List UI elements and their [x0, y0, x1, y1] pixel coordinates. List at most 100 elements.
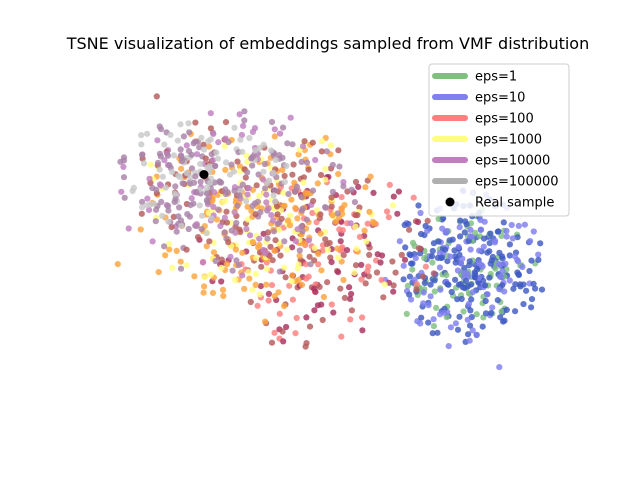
point-eps-10	[462, 277, 470, 284]
point-eps-100	[389, 258, 396, 265]
point-eps-1000	[300, 240, 308, 247]
legend-label: eps=1000	[475, 133, 542, 148]
point-eps-10000	[307, 261, 314, 268]
point-eps-10000	[303, 159, 311, 166]
point-eps-1000	[311, 244, 318, 252]
point-eps-1	[461, 264, 468, 272]
point-eps-10000	[256, 235, 263, 242]
point-eps-100000	[193, 188, 200, 196]
point-eps-10	[528, 304, 535, 311]
point-eps-10	[461, 229, 468, 236]
point-eps-10000	[139, 198, 146, 205]
point-eps-100	[268, 282, 276, 289]
point-eps-100	[401, 256, 409, 263]
point-eps-100000	[177, 174, 184, 181]
point-eps-10000	[290, 161, 297, 168]
point-eps-10000	[180, 133, 187, 140]
point-eps-100	[257, 283, 264, 290]
point-eps-10	[445, 343, 452, 350]
point-eps-100	[422, 263, 429, 270]
point-eps-100000	[162, 184, 169, 191]
point-eps-10	[418, 314, 425, 321]
point-eps-1000	[334, 245, 341, 252]
point-eps-100	[414, 218, 422, 226]
point-eps-100000	[156, 166, 163, 173]
point-eps-100000	[165, 207, 172, 214]
point-eps-100000	[150, 200, 157, 207]
point-eps-10000	[292, 238, 299, 245]
point-eps-1000	[296, 252, 303, 259]
point-eps-100	[362, 280, 369, 287]
point-eps-100000	[157, 153, 164, 160]
point-eps-1	[433, 304, 440, 311]
point-eps-100	[293, 314, 300, 322]
point-eps-1000	[279, 166, 286, 174]
point-eps-100000	[214, 155, 221, 162]
point-eps-10	[519, 263, 526, 271]
point-eps-10000	[329, 188, 336, 195]
point-eps-10	[521, 221, 529, 228]
point-eps-10000	[352, 212, 359, 219]
point-eps-100000	[203, 230, 210, 237]
point-eps-100000	[187, 174, 194, 181]
point-eps-10000	[298, 207, 305, 214]
point-eps-100000	[223, 159, 230, 166]
point-eps-100000	[265, 177, 273, 184]
point-eps-1000	[243, 152, 250, 159]
point-eps-1000	[351, 269, 358, 276]
point-eps-1000	[318, 267, 325, 274]
point-eps-100	[390, 288, 397, 295]
point-eps-100000	[239, 181, 246, 188]
point-eps-1000	[315, 250, 322, 257]
point-eps-10	[487, 310, 495, 317]
point-eps-100000	[244, 169, 251, 176]
point-eps-10	[515, 222, 522, 229]
point-eps-10	[464, 316, 471, 323]
point-eps-1000	[302, 189, 309, 196]
point-eps-100000	[172, 183, 179, 190]
point-eps-100	[380, 294, 387, 301]
point-eps-10	[514, 234, 521, 241]
point-eps-1000	[147, 161, 154, 168]
point-eps-10000	[261, 250, 268, 257]
point-eps-10	[466, 322, 474, 329]
point-eps-10000	[188, 165, 196, 172]
point-eps-100000	[225, 139, 232, 146]
point-eps-100	[264, 229, 272, 236]
point-eps-100000	[236, 192, 243, 199]
point-eps-1000	[173, 247, 180, 254]
point-eps-100000	[179, 158, 186, 165]
point-eps-10000	[298, 158, 305, 165]
legend-label: eps=1	[475, 70, 517, 85]
point-eps-1	[443, 272, 450, 279]
point-eps-1	[500, 219, 507, 226]
point-eps-100000	[203, 184, 211, 191]
point-eps-100000	[249, 162, 256, 169]
point-eps-1	[526, 267, 533, 275]
point-eps-1000	[169, 264, 176, 271]
point-eps-100000	[161, 141, 168, 148]
point-eps-10000	[289, 171, 296, 178]
point-eps-100000	[230, 168, 238, 175]
legend: eps=1 eps=10 eps=100 eps=1000 eps=10000 eps=1…	[428, 63, 570, 217]
point-eps-10000	[210, 203, 217, 210]
point-eps-100000	[203, 190, 211, 197]
point-eps-10	[520, 281, 527, 288]
point-eps-1000	[288, 196, 295, 203]
point-eps-10	[468, 296, 475, 303]
point-eps-10000	[247, 232, 254, 239]
point-eps-100000	[166, 162, 173, 169]
point-eps-10000	[195, 234, 202, 241]
point-eps-10000	[188, 195, 195, 202]
point-eps-10000	[192, 119, 199, 126]
point-eps-100	[346, 284, 353, 291]
point-eps-10000	[177, 265, 185, 272]
point-eps-100000	[197, 178, 204, 185]
point-eps-1	[506, 241, 513, 248]
point-eps-10000	[285, 190, 292, 198]
point-eps-10000	[317, 211, 324, 218]
point-eps-10	[406, 291, 413, 298]
point-eps-10000	[233, 257, 240, 264]
point-eps-10000	[287, 114, 294, 121]
point-eps-100000	[207, 179, 214, 186]
